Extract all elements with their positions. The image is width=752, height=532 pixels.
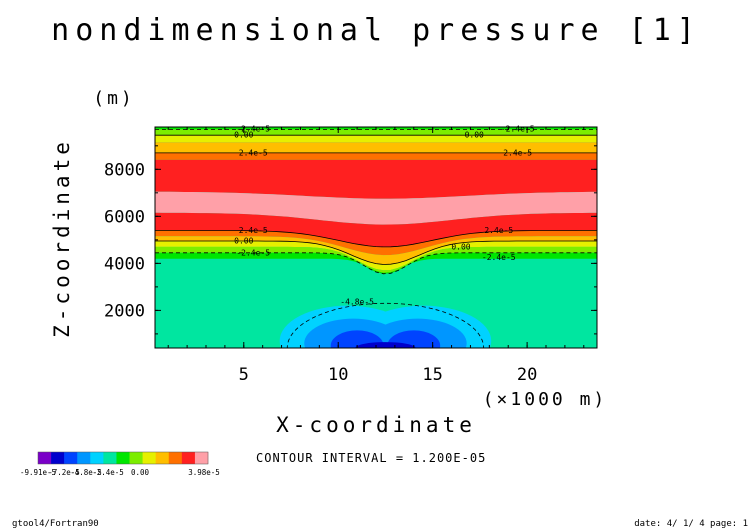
x-tick-label: 20 (517, 365, 537, 385)
colorbar-cell (90, 452, 104, 464)
contour-band (155, 241, 597, 271)
contour-label: 0.00 (451, 242, 470, 251)
contour-label: -2.4e-5 (236, 248, 270, 257)
contour-band (155, 135, 597, 143)
x-tick-label: 5 (239, 365, 249, 385)
x-tick-label: 15 (422, 365, 442, 385)
contour-lobe (355, 342, 416, 348)
colorbar-cell (38, 452, 52, 464)
colorbar-cell (155, 452, 170, 464)
contour-line-zero (155, 240, 597, 265)
x-axis-unit: (×1000 m) (483, 389, 608, 410)
colorbar-cell (116, 452, 130, 464)
contour-band (155, 142, 597, 153)
colorbar-cell (129, 452, 143, 464)
contour-line-neg (155, 252, 597, 275)
contour-band (155, 129, 597, 136)
contour-band (155, 159, 597, 199)
contour-line-pos (155, 230, 597, 248)
y-tick-label: 4000 (104, 254, 145, 274)
y-tick-label: 8000 (104, 160, 145, 180)
contour-label: 0.00 (234, 237, 253, 246)
contour-band (155, 152, 597, 160)
contour-label: 0.00 (465, 131, 484, 140)
x-tick-label: 10 (328, 365, 348, 385)
colorbar-label: -2.4e-5 (92, 468, 124, 477)
axis-ticks: 5 10 15 20 2000 4000 6000 8000 (104, 127, 597, 385)
contour-band (155, 230, 597, 256)
contour-label: -2.4e-5 (236, 124, 270, 133)
colorbar-cell (64, 452, 78, 464)
contour-label: -2.4e-5 (482, 253, 516, 262)
contour-label: 2.4e-5 (239, 148, 268, 157)
chart-title: nondimensional pressure [1] (51, 13, 701, 48)
colorbar-cell (194, 452, 209, 464)
colorbar-label: -7.2e-5 (48, 468, 80, 477)
colorbar: -9.91e-5-7.2e-5-4.8e-5-2.4e-5 0.00 3.98e-5 (20, 451, 220, 477)
y-axis-unit: (m) (93, 88, 135, 109)
colorbar-cell (142, 452, 156, 464)
y-tick-label: 2000 (104, 301, 145, 321)
x-axis-label: X-coordinate (276, 413, 476, 437)
contour-bands (155, 127, 597, 348)
contour-interval-text: CONTOUR INTERVAL = 1.200E-05 (256, 451, 486, 465)
colorbar-frame (37, 451, 209, 465)
y-tick-label: 6000 (104, 207, 145, 227)
colorbar-cell (181, 452, 196, 464)
contour-label: -2.4e-5 (501, 124, 535, 133)
colorbar-cell (51, 452, 65, 464)
contour-label: 2.4e-5 (484, 226, 513, 235)
colorbar-cell (168, 452, 183, 464)
colorbar-label: 3.98e-5 (188, 468, 220, 477)
footer-left: gtool4/Fortran90 (12, 519, 99, 529)
contour-band (155, 236, 597, 265)
contour-label: -4.8e-5 (340, 298, 374, 307)
colorbar-cell (103, 452, 117, 464)
colorbar-label: -4.8e-5 (70, 468, 102, 477)
contour-label: 2.4e-5 (503, 148, 532, 157)
contour-label-group: -2.4e-5 -2.4e-50.00 0.002.4e-5 2.4e-52.4e-5… (234, 124, 535, 306)
colorbar-label: 0.00 (131, 468, 150, 477)
contour-band (155, 191, 597, 225)
footer-right: date: 4/ 1/ 4 page: 1 (634, 519, 748, 529)
contour-label: 0.00 (234, 131, 253, 140)
contour-band (155, 246, 597, 274)
contour-band (155, 212, 597, 247)
colorbar-label: -9.91e-5 (20, 468, 56, 477)
y-axis-label: Z-coordinate (50, 138, 74, 338)
contour-label: 2.4e-5 (239, 226, 268, 235)
contour-band (155, 252, 597, 274)
colorbar-cell (77, 452, 91, 464)
